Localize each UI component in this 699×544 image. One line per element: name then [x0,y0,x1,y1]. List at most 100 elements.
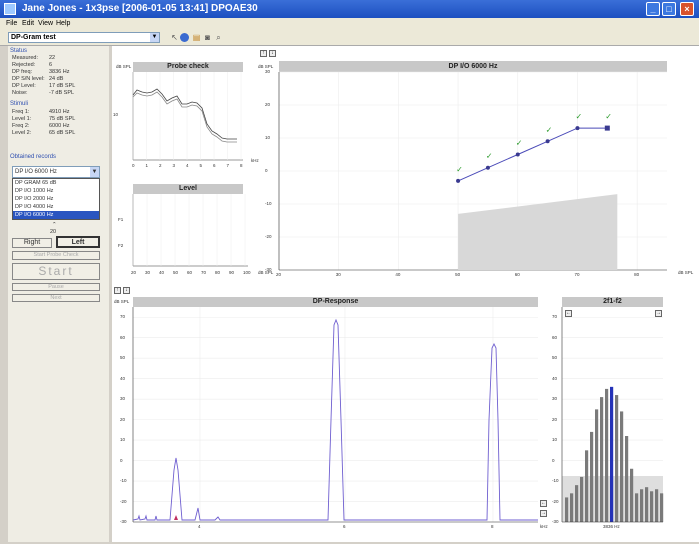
record-item[interactable]: DP I/O 4000 Hz [15,204,54,210]
noise-bar [655,489,659,522]
records-select-label: DP I/O 6000 Hz [15,169,57,175]
dpio-xtick: 70 [574,272,580,277]
dpio-ytick: 10 [265,135,271,140]
probe-xtick: 3 [173,163,176,168]
response-ytick: 10 [120,437,126,443]
dpio-title: DP I/O 6000 Hz [279,61,667,72]
dpio-ytick: 20 [265,102,271,107]
noise-bar [615,395,619,522]
response-ytick: 0 [120,457,123,463]
menu-view[interactable]: View [38,20,54,27]
probe-check-title: Probe check [133,62,243,72]
record-item[interactable]: DP I/O 2000 Hz [15,196,54,202]
dpio-point [456,178,461,183]
print-icon[interactable]: ▤ [192,33,201,42]
response-xtick: 8 [491,524,494,529]
response-trace [132,318,538,521]
zoom-out-icon[interactable]: ↓ [269,50,276,57]
zoom-out-icon[interactable]: ↓ [123,287,130,294]
probe-check-button[interactable]: Start Probe Check [12,251,100,260]
probe-curve-2 [132,91,237,143]
close-button[interactable]: × [680,2,694,16]
status-row: Measured: 22 [12,55,56,61]
records-header: Obtained records [10,154,57,160]
dpio-ytick: -10 [265,201,272,206]
noise-bar [650,491,654,522]
check-icon: ✓ [546,125,553,134]
dpio-xtick: 60 [514,272,520,277]
response-xtick: 6 [343,524,346,529]
arrow-icon[interactable]: ↖ [171,33,178,42]
noise-bar [635,493,639,522]
response-title: DP-Response [133,297,538,307]
dpio-x-unit: dB SPL [678,270,694,275]
dpio-xtick: 50 [455,272,461,277]
dpio-line [457,127,608,182]
stimuli-row: Freq 1: 4910 Hz [12,109,70,115]
noise-bar [585,450,589,522]
record-item[interactable]: DP I/O 1000 Hz [15,188,54,194]
f2f1-ytick: 50 [552,355,558,361]
response-ytick: 50 [120,355,126,361]
pause-button[interactable]: Pause [12,283,100,291]
menu-edit[interactable]: Edit [22,20,35,27]
records-dropdown: DP GRAM 65 dB DP I/O 1000 Hz DP I/O 2000… [12,178,100,220]
record-item[interactable]: DP GRAM 65 dB [15,180,57,186]
probe-y-unit: dB SPL [116,64,132,69]
stimuli-header: Stimuli [10,101,29,107]
menu-file[interactable]: File [6,20,18,27]
check-icon: ✓ [456,165,463,174]
dpio-point [485,165,490,170]
probe-xtick: 8 [240,163,243,168]
status-row: DP Level: 17 dB SPL [12,83,76,89]
dpio-xtick: 40 [395,272,401,277]
dpio-ytick: 30 [265,69,271,74]
start-button[interactable]: Start [12,263,100,280]
f2f1-ytick: 30 [552,396,558,402]
f2f1-ytick: 60 [552,334,558,340]
probe-xtick: 2 [159,163,162,168]
left-ear-button[interactable]: Left [56,236,100,248]
menu-help[interactable]: Help [56,20,71,27]
stepper-arrow-icon[interactable]: ⌃ [52,222,57,228]
level-xtick: 80 [215,270,221,275]
response-ytick: -20 [120,498,127,504]
f2f1-ytick: -30 [552,519,559,524]
response-ytick: 40 [120,375,126,381]
f2f1-ytick: -10 [552,478,559,484]
zoom-in-icon[interactable]: ↑ [114,287,121,294]
zoom-in-icon[interactable]: ↑ [260,50,267,57]
noise-bar [630,468,634,522]
dp-bar [610,386,614,522]
maximize-button[interactable]: □ [662,2,676,16]
noise-bar [590,431,594,522]
noise-bar [645,487,649,522]
f2f1-ytick: 0 [552,457,555,463]
records-select[interactable]: DP I/O 6000 Hz ▼ [12,166,100,178]
level-xtick: 70 [201,270,207,275]
noise-bar [570,493,574,522]
zoom-icon[interactable]: ⌕ [216,33,221,42]
f2f1-ytick: 20 [552,416,558,422]
status-row: DP S/N level: 24 dB [12,76,64,82]
level-x-unit: dB SPL [258,270,274,275]
dpio-xtick: 20 [276,272,282,277]
next-button[interactable]: Next [12,294,100,302]
scroll-left-icon[interactable]: ← [540,500,547,507]
scroll-left-icon[interactable]: ← [565,310,572,317]
minimize-button[interactable]: _ [646,2,660,16]
record-item-selected[interactable]: DP I/O 6000 Hz [13,211,99,219]
f2f1-x-label: 3836 Hz [603,524,620,529]
chart-icon[interactable]: ◙ [205,33,210,42]
scroll-right-icon[interactable]: → [540,510,547,517]
level-row-f1: F1 [118,217,124,222]
test-select[interactable]: DP-Gram test ▼ [8,32,160,43]
dpio-xtick: 30 [335,272,341,277]
right-ear-button[interactable]: Right [12,238,52,248]
ear-icon[interactable] [180,33,189,42]
noise-bar [625,436,629,522]
probe-xtick: 4 [186,163,189,168]
scroll-right-icon[interactable]: → [655,310,662,317]
